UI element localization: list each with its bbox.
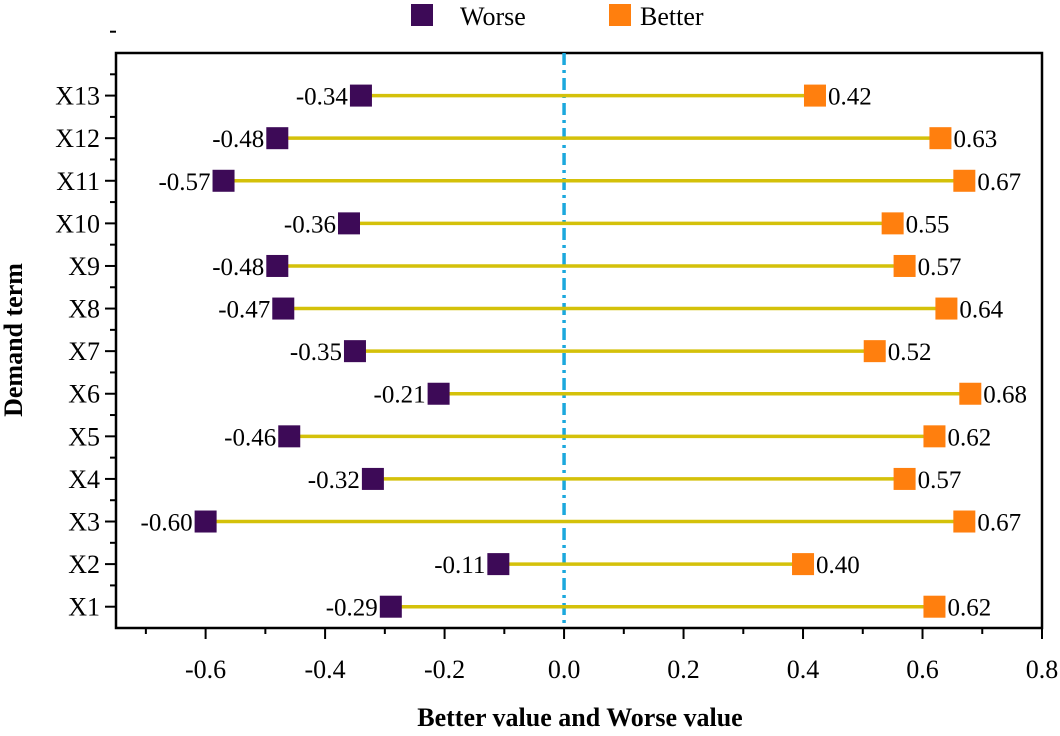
better-marker bbox=[881, 212, 904, 235]
better-marker bbox=[959, 382, 982, 405]
x-tick-label: -0.6 bbox=[185, 655, 226, 684]
better-marker bbox=[953, 510, 976, 533]
better-marker bbox=[929, 127, 952, 150]
y-tick-label: X6 bbox=[68, 380, 100, 409]
better-data-label: 0.64 bbox=[959, 297, 1003, 324]
y-tick-label: X10 bbox=[55, 209, 100, 238]
worse-data-label: -0.34 bbox=[296, 84, 349, 111]
y-tick-label: X11 bbox=[56, 167, 100, 196]
worse-data-label: -0.11 bbox=[434, 552, 485, 579]
worse-marker bbox=[343, 340, 366, 363]
y-tick-label: X3 bbox=[68, 508, 100, 537]
better-data-label: 0.55 bbox=[906, 211, 950, 238]
worse-data-label: -0.29 bbox=[326, 595, 378, 622]
worse-marker bbox=[278, 425, 301, 448]
better-data-label: 0.62 bbox=[947, 424, 991, 451]
y-tick-label: X1 bbox=[68, 593, 100, 622]
worse-marker bbox=[337, 212, 360, 235]
x-tick-label: 0.6 bbox=[906, 655, 939, 684]
worse-data-label: -0.48 bbox=[212, 126, 264, 153]
worse-marker bbox=[379, 595, 402, 618]
x-tick-label: 0.8 bbox=[1026, 655, 1059, 684]
worse-data-label: -0.57 bbox=[158, 169, 210, 196]
better-marker bbox=[893, 254, 916, 277]
x-tick-label: -0.2 bbox=[424, 655, 465, 684]
worse-data-label: -0.46 bbox=[224, 424, 276, 451]
legend-marker-better bbox=[609, 4, 631, 26]
worse-marker bbox=[487, 553, 510, 576]
worse-marker bbox=[266, 127, 289, 150]
y-tick-label: X9 bbox=[68, 252, 100, 281]
better-marker bbox=[953, 169, 976, 192]
better-data-label: 0.57 bbox=[918, 467, 962, 494]
x-tick-label: 0.2 bbox=[667, 655, 700, 684]
worse-marker bbox=[266, 254, 289, 277]
worse-data-label: -0.60 bbox=[141, 510, 193, 537]
better-marker bbox=[923, 595, 946, 618]
legend-marker-worse bbox=[411, 4, 433, 26]
worse-data-label: -0.48 bbox=[212, 254, 264, 281]
y-tick-label: X2 bbox=[68, 550, 100, 579]
y-tick-label: X13 bbox=[55, 82, 100, 111]
better-data-label: 0.68 bbox=[983, 382, 1027, 409]
y-tick-label: X12 bbox=[55, 124, 100, 153]
better-data-label: 0.67 bbox=[977, 510, 1021, 537]
y-tick-label: X7 bbox=[68, 337, 100, 366]
better-data-label: 0.42 bbox=[828, 84, 872, 111]
y-axis-label: Demand term bbox=[0, 263, 28, 417]
worse-data-label: -0.35 bbox=[290, 339, 342, 366]
legend: Worse Better bbox=[411, 2, 704, 31]
better-data-label: 0.62 bbox=[947, 595, 991, 622]
worse-data-label: -0.32 bbox=[308, 467, 360, 494]
better-marker bbox=[923, 425, 946, 448]
x-tick-label: -0.4 bbox=[305, 655, 346, 684]
worse-marker bbox=[427, 382, 450, 405]
y-tick-label: X4 bbox=[68, 465, 100, 494]
legend-label-worse: Worse bbox=[460, 2, 526, 31]
legend-label-better: Better bbox=[640, 2, 704, 31]
better-data-label: 0.67 bbox=[977, 169, 1021, 196]
better-marker bbox=[792, 553, 815, 576]
worse-data-label: -0.36 bbox=[284, 211, 336, 238]
better-marker bbox=[803, 84, 826, 107]
plot-frame bbox=[114, 51, 1044, 630]
worse-marker bbox=[212, 169, 235, 192]
x-tick-label: 0.4 bbox=[787, 655, 820, 684]
better-marker bbox=[893, 467, 916, 490]
better-marker bbox=[935, 297, 958, 320]
better-data-label: 0.52 bbox=[888, 339, 932, 366]
better-data-label: 0.57 bbox=[918, 254, 962, 281]
x-tick-label: 0.0 bbox=[548, 655, 581, 684]
y-tick-label: X8 bbox=[68, 295, 100, 324]
worse-marker bbox=[272, 297, 295, 320]
x-axis-label: Better value and Worse value bbox=[417, 703, 742, 731]
y-tick-label: X5 bbox=[68, 422, 100, 451]
worse-marker bbox=[194, 510, 217, 533]
better-data-label: 0.40 bbox=[816, 552, 860, 579]
worse-marker bbox=[349, 84, 372, 107]
better-data-label: 0.63 bbox=[953, 126, 997, 153]
worse-data-label: -0.47 bbox=[218, 297, 270, 324]
worse-data-label: -0.21 bbox=[374, 382, 426, 409]
worse-marker bbox=[361, 467, 384, 490]
better-marker bbox=[863, 340, 886, 363]
